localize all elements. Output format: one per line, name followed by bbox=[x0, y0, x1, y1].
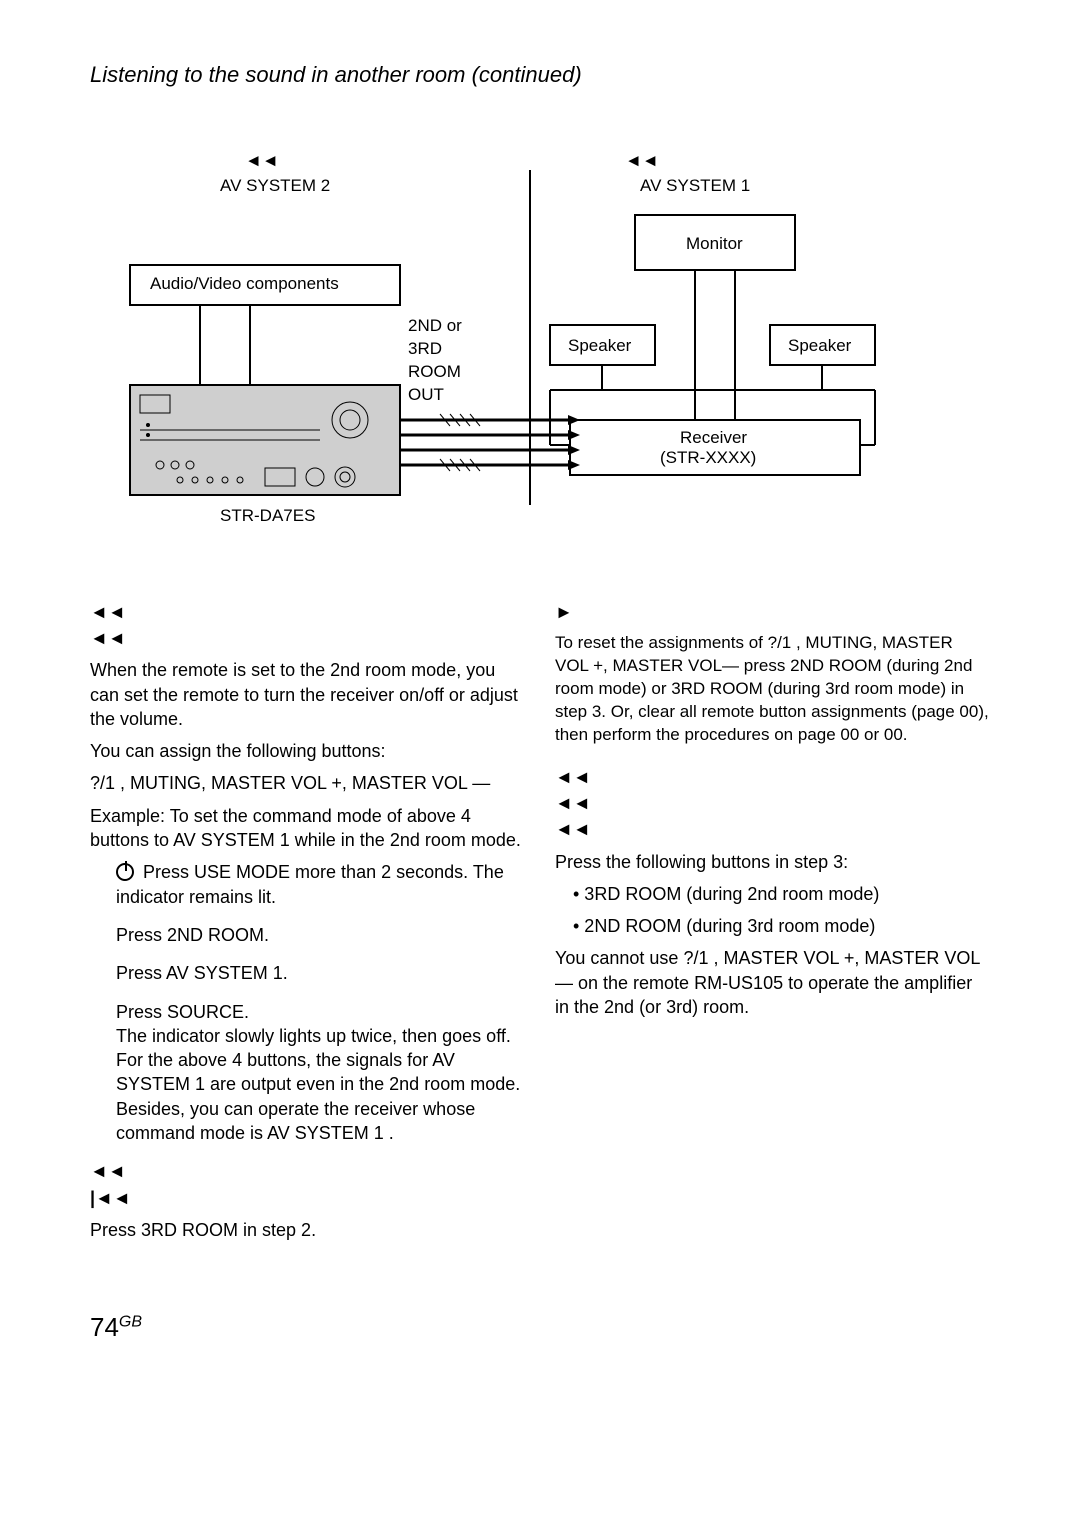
left-sub-marker-1: ◄◄ bbox=[90, 1159, 525, 1183]
page-number: 74GB bbox=[90, 1310, 990, 1345]
right-b2: • 2ND ROOM (during 3rd room mode) bbox=[555, 914, 990, 938]
page-num-value: 74 bbox=[90, 1312, 119, 1342]
right-p1: Press the following buttons in step 3: bbox=[555, 850, 990, 874]
wiring-diagram: ◄◄ ◄◄ AV SYSTEM 2 AV SYSTEM 1 Monitor Au… bbox=[90, 120, 990, 560]
step-2: Press 2ND ROOM. bbox=[90, 923, 525, 947]
step-1: Press USE MODE more than 2 seconds. The … bbox=[90, 860, 525, 909]
av-system-2-label: AV SYSTEM 2 bbox=[220, 175, 330, 198]
left-p2: You can assign the following buttons: bbox=[90, 739, 525, 763]
av-system-1-label: AV SYSTEM 1 bbox=[640, 175, 750, 198]
left-column: ◄◄ ◄◄ When the remote is set to the 2nd … bbox=[90, 590, 525, 1251]
right-b1: • 3RD ROOM (during 2nd room mode) bbox=[555, 882, 990, 906]
left-p3: ?/1 , MUTING, MASTER VOL +, MASTER VOL — bbox=[90, 771, 525, 795]
marker-left: ◄◄ bbox=[245, 150, 279, 173]
left-marker-1: ◄◄ bbox=[90, 600, 525, 624]
receiver-model-label: (STR-XXXX) bbox=[660, 447, 756, 470]
right-tip: To reset the assignments of ?/1 , MUTING… bbox=[555, 632, 990, 747]
step-4: Press SOURCE. The indicator slowly light… bbox=[90, 1000, 525, 1146]
room-out-label: 2ND or 3RD ROOM OUT bbox=[408, 315, 488, 407]
speaker-1-label: Speaker bbox=[568, 335, 631, 358]
body-columns: ◄◄ ◄◄ When the remote is set to the 2nd … bbox=[90, 590, 990, 1251]
monitor-label: Monitor bbox=[686, 233, 743, 256]
step-3: Press AV SYSTEM 1. bbox=[90, 961, 525, 985]
right-marker-2: ◄◄ bbox=[555, 791, 990, 815]
speaker-2-label: Speaker bbox=[788, 335, 851, 358]
tip-marker: ► bbox=[555, 600, 990, 624]
power-icon bbox=[116, 863, 134, 881]
right-marker-3: ◄◄ bbox=[555, 817, 990, 841]
right-marker-1: ◄◄ bbox=[555, 765, 990, 789]
right-p2: You cannot use ?/1 , MASTER VOL +, MASTE… bbox=[555, 946, 990, 1019]
section-heading: Listening to the sound in another room (… bbox=[90, 60, 990, 90]
step-4a: Press SOURCE. bbox=[116, 1000, 525, 1024]
left-p1: When the remote is set to the 2nd room m… bbox=[90, 658, 525, 731]
page-suffix: GB bbox=[119, 1314, 142, 1331]
av-components-label: Audio/Video components bbox=[150, 273, 339, 296]
left-marker-2: ◄◄ bbox=[90, 626, 525, 650]
step-4c: For the above 4 buttons, the signals for… bbox=[116, 1048, 525, 1145]
step-1-text: Press USE MODE more than 2 seconds. The … bbox=[116, 862, 504, 906]
model-label: STR-DA7ES bbox=[220, 505, 315, 528]
step-4b: The indicator slowly lights up twice, th… bbox=[116, 1024, 525, 1048]
left-sub-marker-2: |◄◄ bbox=[90, 1186, 525, 1210]
marker-right: ◄◄ bbox=[625, 150, 659, 173]
right-column: ► To reset the assignments of ?/1 , MUTI… bbox=[555, 590, 990, 1251]
left-p4: Example: To set the command mode of abov… bbox=[90, 804, 525, 853]
left-p5: Press 3RD ROOM in step 2. bbox=[90, 1218, 525, 1242]
